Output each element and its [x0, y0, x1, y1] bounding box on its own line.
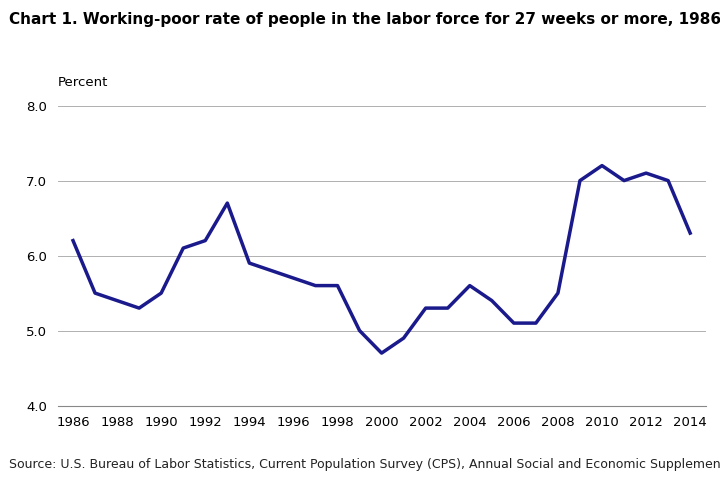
- Text: Chart 1. Working-poor rate of people in the labor force for 27 weeks or more, 19: Chart 1. Working-poor rate of people in …: [9, 12, 720, 27]
- Text: Percent: Percent: [58, 76, 108, 89]
- Text: Source: U.S. Bureau of Labor Statistics, Current Population Survey (CPS), Annual: Source: U.S. Bureau of Labor Statistics,…: [9, 458, 720, 471]
